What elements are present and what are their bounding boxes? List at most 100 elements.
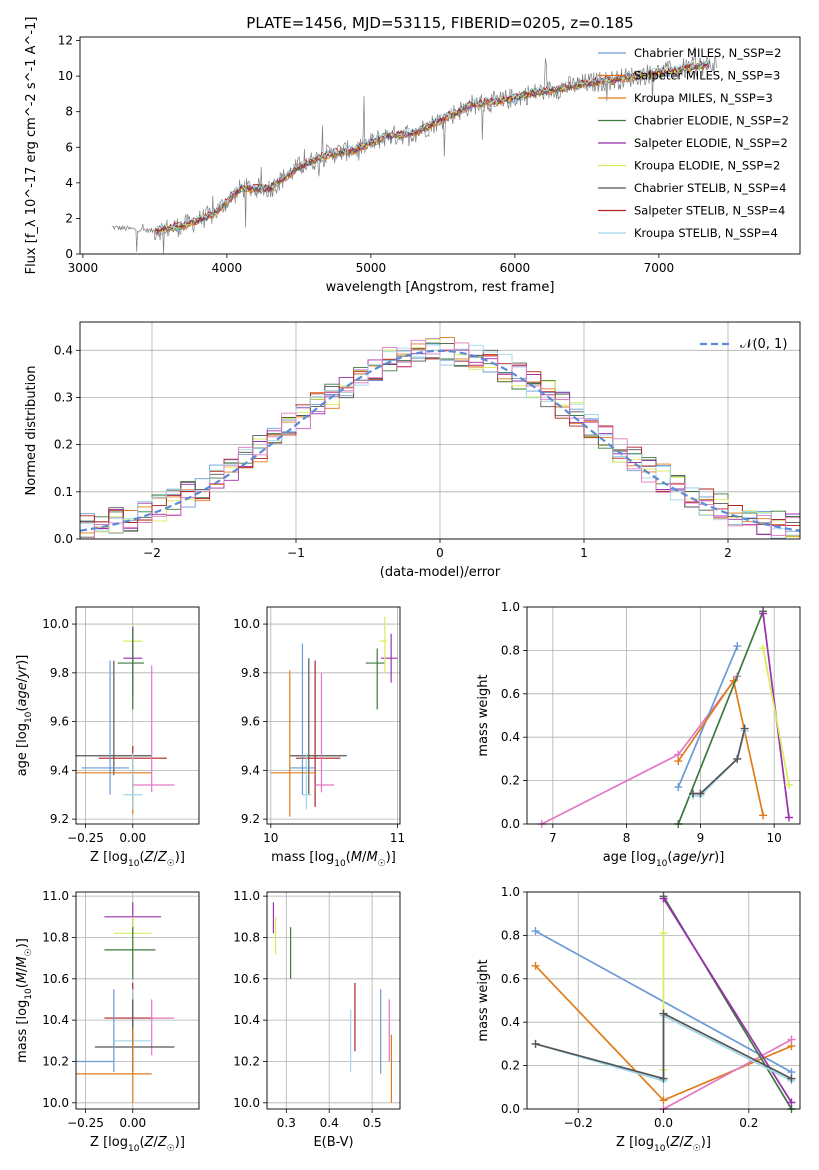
y-tick-label: 0.0 — [54, 532, 73, 546]
y-tick-label: 0.8 — [501, 643, 520, 657]
y-tick-label: 0.1 — [54, 485, 73, 499]
error-cross — [270, 670, 316, 817]
y-tick-label: 10.2 — [42, 1054, 69, 1068]
x-tick-label: 10 — [263, 831, 278, 845]
y-tick-label: 9.6 — [241, 715, 260, 729]
weight-marker — [759, 609, 768, 618]
axes-frame — [75, 606, 200, 825]
label-part: Z — [157, 1135, 168, 1150]
y-tick-label: 0.6 — [501, 687, 520, 701]
x-tick-label: 7 — [549, 831, 557, 845]
label-part: / — [153, 850, 158, 865]
y-tick-label: 0 — [65, 247, 73, 261]
weight-marker — [531, 1039, 540, 1048]
label-part: Z [log — [616, 1135, 654, 1150]
label-part: age [log — [603, 850, 656, 865]
label-part: age — [672, 850, 696, 865]
error-cross — [289, 643, 316, 795]
label-part: / — [679, 1135, 684, 1150]
label-part: Z — [670, 1135, 681, 1150]
x-axis-label: E(B-V) — [313, 1135, 353, 1150]
label-part: )] — [15, 938, 30, 948]
error-cross — [76, 1028, 152, 1103]
weight-line — [663, 1038, 792, 1110]
y-tick-label: 10.0 — [233, 1096, 260, 1110]
x-axis-label: Z [log10(Z/Z☉)] — [90, 1135, 185, 1154]
label-part: 10 — [334, 859, 346, 869]
label-part: ( — [139, 850, 144, 865]
label-part: ☉ — [24, 948, 34, 956]
x-tick-label: 5000 — [356, 261, 387, 275]
plot-area — [111, 46, 717, 255]
label-part: )] — [175, 850, 185, 865]
plot-area — [270, 616, 398, 817]
x-tick-label: 1 — [580, 546, 588, 560]
weight-marker — [689, 789, 698, 798]
label-part: )] — [701, 1135, 711, 1150]
legend-label: Kroupa ELODIE, N_SSP=2 — [634, 159, 780, 173]
label-part: ( — [346, 850, 351, 865]
label-part: / — [153, 1135, 158, 1150]
label-part: 10 — [24, 711, 34, 723]
weight-marker — [531, 961, 540, 970]
weight-line — [677, 610, 764, 825]
y-tick-label: 1.0 — [501, 600, 520, 614]
weight-marker — [659, 1074, 668, 1083]
x-axis-label: (data-model)/error — [380, 565, 501, 580]
weight-marker — [733, 642, 742, 651]
model-line — [154, 61, 710, 235]
legend-label: Kroupa STELIB, N_SSP=4 — [634, 226, 778, 240]
x-axis-label: Z [log10(Z/Z☉)] — [616, 1135, 711, 1154]
weight-marker — [733, 754, 742, 763]
x-tick-label: 0.2 — [739, 1116, 758, 1130]
error-cross — [296, 660, 341, 807]
x-tick-label: 0.4 — [320, 1116, 339, 1130]
label-part: Z [log — [90, 1135, 128, 1150]
label-part: / — [362, 850, 367, 865]
y-axis-label: Normed distribution — [24, 366, 39, 496]
error-cross — [315, 672, 335, 793]
model-line — [154, 62, 710, 235]
y-axis-label: mass weight — [476, 959, 491, 1041]
x-tick-label: −0.25 — [67, 831, 104, 845]
legend-label: Salpeter STELIB, N_SSP=4 — [634, 204, 785, 218]
y-tick-label: 9.2 — [50, 812, 69, 826]
weight-marker — [787, 1035, 796, 1044]
axes-frame — [75, 891, 200, 1110]
axes-frame — [526, 891, 801, 1110]
weight-marker — [740, 724, 749, 733]
label-part: Z — [157, 850, 168, 865]
weight-marker — [674, 757, 683, 766]
y-tick-label: 10.8 — [233, 930, 260, 944]
label-part: 10 — [656, 859, 668, 869]
x-tick-label: 0 — [436, 546, 444, 560]
label-part: 10 — [128, 1144, 140, 1154]
label-part: ☉ — [693, 1144, 701, 1154]
error-cross — [76, 660, 152, 776]
legend-label: Kroupa MILES, N_SSP=3 — [634, 91, 773, 105]
x-tick-label: −2 — [143, 546, 161, 560]
y-tick-label: 10.8 — [42, 930, 69, 944]
axes-frame — [266, 606, 401, 825]
error-cross — [365, 648, 385, 710]
x-axis-label: wavelength [Angstrom, rest frame] — [326, 280, 555, 295]
plot-area — [272, 902, 393, 1103]
weight-marker — [659, 1096, 668, 1105]
y-tick-label: 10.0 — [233, 617, 260, 631]
model-line — [154, 63, 710, 234]
error-cross — [76, 989, 115, 1072]
gaussian-line — [79, 349, 801, 532]
weight-line — [535, 1012, 792, 1080]
y-tick-label: 0.4 — [501, 1015, 520, 1029]
plot-area — [531, 892, 796, 1113]
label-part: mass [log — [271, 850, 334, 865]
label-part: )] — [15, 655, 30, 665]
weight-marker — [674, 783, 683, 792]
y-tick-label: 0.0 — [501, 817, 520, 831]
label-part: ( — [15, 707, 30, 712]
y-tick-label: 0.6 — [501, 972, 520, 986]
x-tick-label: 0.00 — [119, 1116, 146, 1130]
weight-marker — [784, 813, 793, 822]
y-tick-label: 8 — [65, 105, 73, 119]
